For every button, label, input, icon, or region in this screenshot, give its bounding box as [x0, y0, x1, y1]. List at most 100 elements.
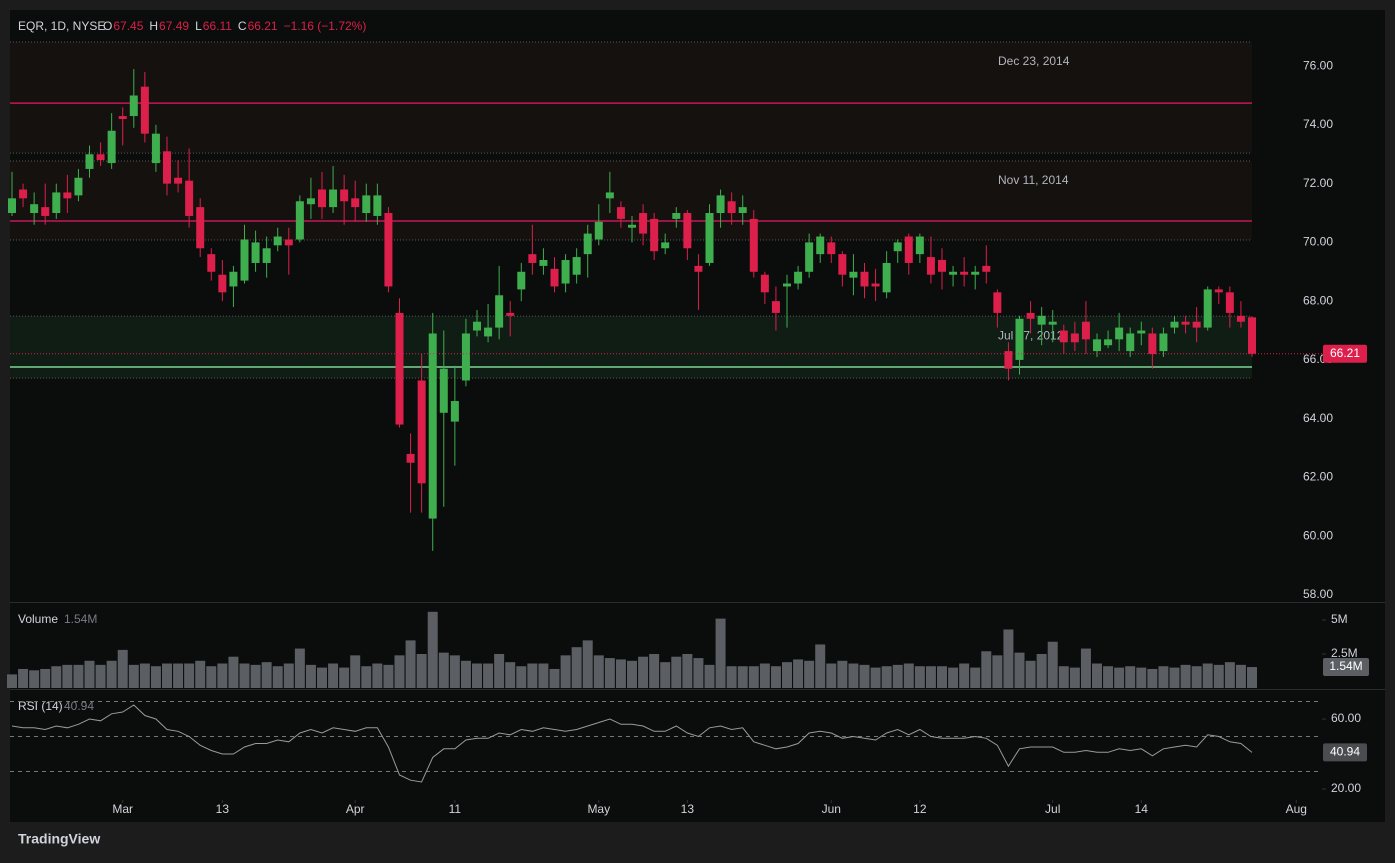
candle	[329, 166, 338, 214]
candle	[295, 195, 304, 243]
y-tick-label: 60.00	[1303, 528, 1333, 542]
candle-body	[107, 130, 116, 164]
level-label: Jul 17, 2012	[998, 328, 1064, 342]
candle	[373, 183, 382, 225]
candle-body	[306, 198, 315, 205]
volume-bar	[726, 666, 737, 688]
candle-body	[727, 201, 736, 214]
value-box	[1323, 658, 1369, 677]
candle-body	[1225, 292, 1234, 313]
candle-body	[1059, 330, 1068, 343]
volume-bar	[294, 648, 305, 688]
y-tick-label: 58.00	[1303, 587, 1333, 601]
volume-bar	[1158, 666, 1169, 688]
candle	[594, 204, 603, 246]
candle	[1236, 301, 1245, 328]
candle-body	[672, 213, 681, 219]
x-tick-label: 13	[681, 802, 695, 816]
candle	[461, 318, 470, 387]
candle-body	[893, 242, 902, 252]
candle	[495, 265, 504, 340]
candle	[805, 233, 814, 278]
candle	[1225, 286, 1234, 328]
level-zone	[10, 42, 1252, 154]
volume-bar	[582, 640, 593, 688]
volume-bar	[815, 644, 826, 688]
volume-bar	[18, 668, 29, 688]
volume-bar	[671, 656, 682, 688]
candle-body	[1159, 333, 1168, 352]
candle-body	[19, 189, 28, 199]
volume-bar	[184, 663, 195, 688]
candle-body	[827, 242, 836, 255]
candle-body	[1148, 333, 1157, 355]
candle-body	[473, 321, 481, 331]
volume-bar	[460, 660, 471, 688]
candle-body	[705, 213, 714, 263]
candle	[727, 192, 736, 225]
candle	[1148, 327, 1157, 369]
volume-bar	[715, 618, 726, 688]
candle	[273, 227, 282, 252]
candle	[163, 136, 171, 196]
candle-body	[41, 207, 50, 216]
candle	[96, 142, 105, 167]
candle	[506, 301, 515, 337]
candle-body	[882, 262, 891, 293]
candle-body	[871, 283, 880, 287]
volume-bar	[228, 656, 239, 688]
volume-bar	[1125, 666, 1136, 688]
y-tick-label: 5M	[1331, 612, 1348, 626]
candle-body	[439, 368, 448, 413]
volume-bar	[748, 666, 759, 688]
volume-bar	[1003, 629, 1014, 688]
candle	[1137, 321, 1146, 346]
candle	[439, 330, 448, 507]
candle-body	[273, 236, 282, 246]
candle-body	[1070, 333, 1079, 343]
x-tick-label: 14	[1135, 802, 1149, 816]
volume-bar	[826, 663, 837, 688]
candle-body	[1093, 339, 1101, 352]
legend-header: EQR, 1D, NYSE O 67.45 H 67.49 L 66.11 C 66.21 −1…	[18, 19, 366, 33]
candle	[406, 433, 415, 513]
candle	[417, 354, 426, 513]
candle-body	[118, 116, 127, 119]
y-tick-label: 70.00	[1303, 235, 1333, 249]
candle	[949, 265, 958, 287]
volume-bar	[1202, 663, 1213, 688]
x-tick-label: Apr	[346, 802, 365, 816]
candle-body	[461, 333, 470, 381]
volume-bar	[139, 663, 150, 688]
candle	[982, 245, 991, 284]
candle-body	[185, 180, 194, 216]
candle	[771, 286, 780, 331]
volume-bar	[782, 662, 792, 688]
candle-body	[85, 154, 94, 169]
candle-body	[373, 195, 382, 216]
volume-bar	[416, 653, 427, 688]
volume-bar	[29, 670, 40, 688]
volume-bar	[150, 666, 161, 688]
volume-bar	[682, 653, 693, 688]
value-box-label: 1.54M	[1329, 659, 1362, 673]
candle-body	[1026, 312, 1035, 319]
candle	[760, 271, 769, 305]
candle	[1248, 316, 1256, 357]
ohlc-value: 67.45	[113, 19, 143, 33]
ohlc-label: C	[238, 19, 247, 33]
candle-body	[938, 260, 946, 272]
x-tick-label: Jul	[1045, 802, 1060, 816]
candle	[716, 189, 725, 228]
candle	[860, 262, 869, 299]
candle-body	[96, 154, 105, 161]
volume-bar	[903, 663, 914, 688]
candle-body	[351, 198, 360, 208]
volume-bar	[472, 663, 482, 688]
candle-body	[163, 151, 171, 184]
volume-bar	[804, 660, 815, 688]
candle-body	[406, 453, 415, 463]
candle	[794, 265, 803, 290]
brand-logo[interactable]: TradingView	[18, 831, 100, 847]
volume-bar	[372, 663, 383, 688]
